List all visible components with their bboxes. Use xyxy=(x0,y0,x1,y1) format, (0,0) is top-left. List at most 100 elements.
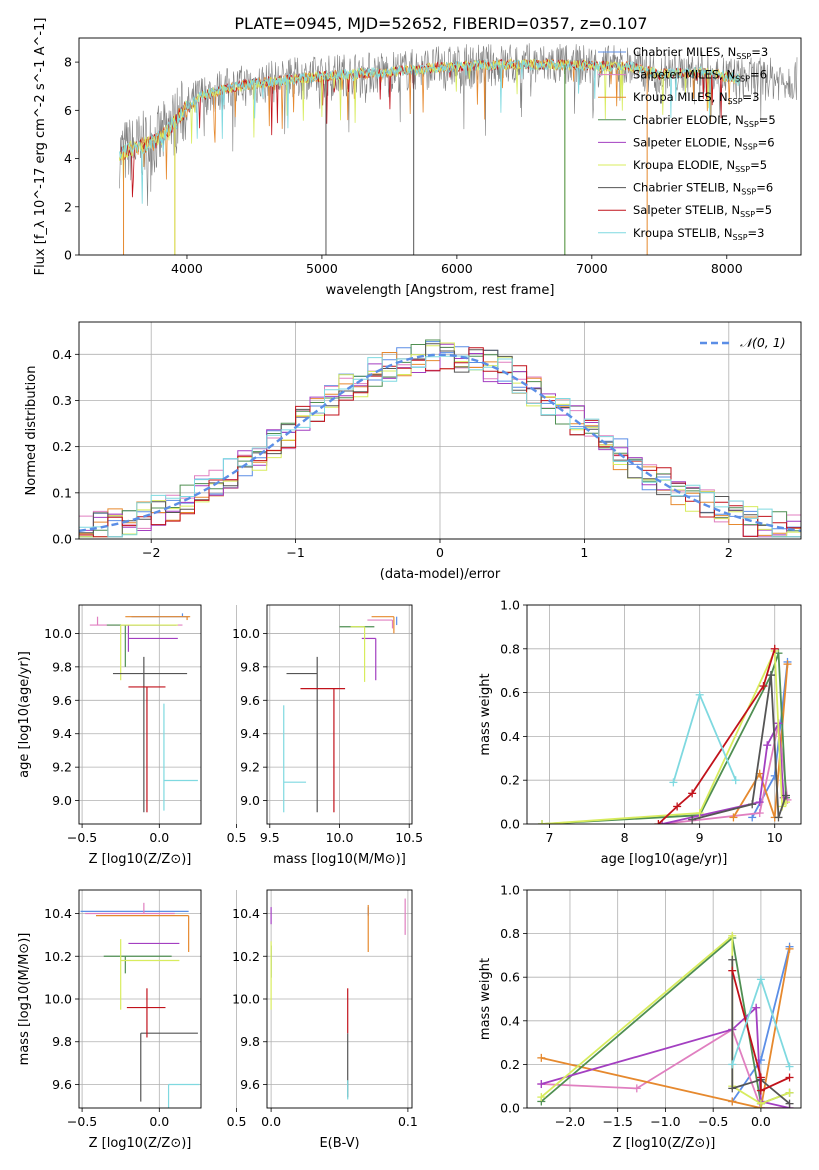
legend-label: Kroupa MILES, NSSP=3 xyxy=(633,90,759,106)
model-fit-kroupa-stelib xyxy=(119,59,741,204)
point-kroupa-stelib xyxy=(283,705,307,813)
y-tick-label: 9.4 xyxy=(240,726,260,741)
y-tick-label: 10.4 xyxy=(44,906,72,921)
legend-label: Chabrier MILES, NSSP=3 xyxy=(633,45,768,61)
x-tick-label: 0.0 xyxy=(149,1114,169,1129)
weight-marker xyxy=(785,944,794,953)
weight-marker xyxy=(728,1060,737,1069)
panel-z-mass: −0.5 0.0 0.5 9.6 9.8 10.0 10.2 10.4 Z [log10(Z/Z… xyxy=(17,889,246,1151)
weight-line-kroupa-miles xyxy=(541,948,791,1108)
y-tick-label: 0.3 xyxy=(52,393,72,408)
x-tick-label: 9.5 xyxy=(260,830,280,845)
axes-frame xyxy=(78,604,202,825)
x-tick-label: −0.5 xyxy=(698,1114,728,1129)
y-tick-label: 9.4 xyxy=(52,726,72,741)
panel-age-weight: 7 8 9 10 0.0 0.2 0.4 0.6 0.8 1.0 age [log10(age/yr… xyxy=(478,598,802,867)
mass-age-plot-area xyxy=(283,616,398,813)
weight-marker xyxy=(755,798,764,807)
y-tick-label: 9.6 xyxy=(240,1077,260,1092)
panel-mass-age: 9.5 10.0 10.5 9.0 9.2 9.4 9.6 9.8 10.0 mass [log1… xyxy=(232,604,423,867)
y-tick-label: 0.8 xyxy=(500,926,520,941)
histogram-salpeter-stelib xyxy=(79,347,801,538)
y-tick-label: 0.2 xyxy=(500,1057,520,1072)
ebv-mass-plot-area xyxy=(270,898,406,1100)
weight-line-salpeter-miles xyxy=(661,723,789,824)
weight-marker xyxy=(537,1080,546,1089)
y-tick-label: 9.8 xyxy=(52,1034,72,1049)
point-salpeter-miles xyxy=(367,619,394,629)
weight-marker xyxy=(748,813,757,822)
weight-marker xyxy=(755,809,764,818)
weight-marker xyxy=(688,789,697,798)
weight-line-chabrier-elodie xyxy=(541,652,787,824)
y-tick-label: 9.8 xyxy=(52,659,72,674)
y-tick-label: 9.0 xyxy=(240,793,260,808)
point-salpeter-elodie xyxy=(361,637,377,681)
z-age-grid xyxy=(79,605,237,824)
y-axis-label: mass [log10(M/M⊙)] xyxy=(17,933,32,1066)
y-tick-label: 9.2 xyxy=(52,760,72,775)
y-tick-label: 0.8 xyxy=(500,641,520,656)
point-salpeter-miles xyxy=(89,616,183,626)
weight-marker xyxy=(756,1073,765,1082)
x-tick-label: 4000 xyxy=(171,261,203,276)
y-tick-label: 8 xyxy=(64,55,72,70)
weight-line-kroupa-stelib xyxy=(672,692,737,783)
legend-item-salpeter-elodie: Salpeter ELODIE, NSSP=6 xyxy=(598,135,775,151)
y-tick-label: 4 xyxy=(64,151,72,166)
weight-marker xyxy=(729,813,738,822)
y-axis-label: mass weight xyxy=(478,958,493,1040)
x-tick-label: −1.5 xyxy=(603,1114,633,1129)
y-tick-label: 0.6 xyxy=(500,970,520,985)
x-tick-label: −1 xyxy=(286,545,304,560)
x-tick-label: 10.0 xyxy=(326,830,354,845)
y-tick-label: 9.8 xyxy=(240,1034,260,1049)
y-axis-label: Flux [f_λ 10^-17 erg cm^-2 s^-1 A^-1] xyxy=(33,18,48,276)
spectrum-legend: Chabrier MILES, NSSP=3 Salpeter MILES, NS… xyxy=(598,45,776,242)
point-chabrier-stelib xyxy=(286,656,318,813)
x-tick-label: 0.0 xyxy=(261,1114,281,1129)
weight-marker xyxy=(654,820,663,824)
legend-item-kroupa-miles: Kroupa MILES, NSSP=3 xyxy=(598,90,759,106)
x-tick-label: −1.0 xyxy=(650,1114,680,1129)
legend-item-kroupa-stelib: Kroupa STELIB, NSSP=3 xyxy=(598,226,764,242)
y-tick-label: 10.2 xyxy=(232,949,260,964)
point-chabrier-stelib xyxy=(112,656,188,813)
legend-label: Salpeter ELODIE, NSSP=6 xyxy=(633,135,775,151)
y-tick-label: 0.1 xyxy=(52,485,72,500)
y-tick-label: 10.0 xyxy=(232,626,260,641)
weight-marker xyxy=(728,1097,737,1106)
y-tick-label: 10.0 xyxy=(44,992,72,1007)
weight-marker xyxy=(785,1073,794,1082)
x-tick-label: 0.0 xyxy=(149,830,169,845)
point-chabrier-elodie xyxy=(106,624,177,667)
panel-spectrum: 4000 5000 6000 7000 8000 0 2 4 6 8 wavelength [Ang… xyxy=(33,18,802,298)
weight-marker xyxy=(728,1084,737,1093)
weight-marker xyxy=(781,791,790,800)
legend-item-chabrier-elodie: Chabrier ELODIE, NSSP=5 xyxy=(598,113,776,129)
x-tick-label: 10 xyxy=(767,830,783,845)
x-tick-label: 1 xyxy=(580,545,588,560)
y-tick-label: 6 xyxy=(64,103,72,118)
point-kroupa-elodie xyxy=(350,626,366,682)
axes-frame xyxy=(78,889,202,1109)
point-kroupa-elodie xyxy=(120,624,178,681)
weight-line-chabrier-stelib xyxy=(731,959,791,1105)
weight-marker xyxy=(785,1099,794,1108)
weight-marker xyxy=(695,809,704,818)
point-salpeter-stelib xyxy=(128,686,166,813)
z-age-plot-area xyxy=(89,613,198,813)
y-axis-label: mass weight xyxy=(478,673,493,755)
weight-marker xyxy=(774,813,783,822)
y-tick-label: 9.6 xyxy=(52,1077,72,1092)
age-weight-plot-area xyxy=(538,644,792,824)
axes-frame xyxy=(78,321,802,540)
x-axis-label: Z [log10(Z/Z⊙)] xyxy=(613,1136,716,1151)
legend-label: Chabrier STELIB, NSSP=6 xyxy=(633,181,773,197)
legend-label: Salpeter STELIB, NSSP=5 xyxy=(633,203,772,219)
axes-frame xyxy=(526,604,802,825)
y-tick-label: 0.2 xyxy=(500,773,520,788)
x-tick-label: 0.1 xyxy=(398,1114,418,1129)
weight-marker xyxy=(695,690,704,699)
